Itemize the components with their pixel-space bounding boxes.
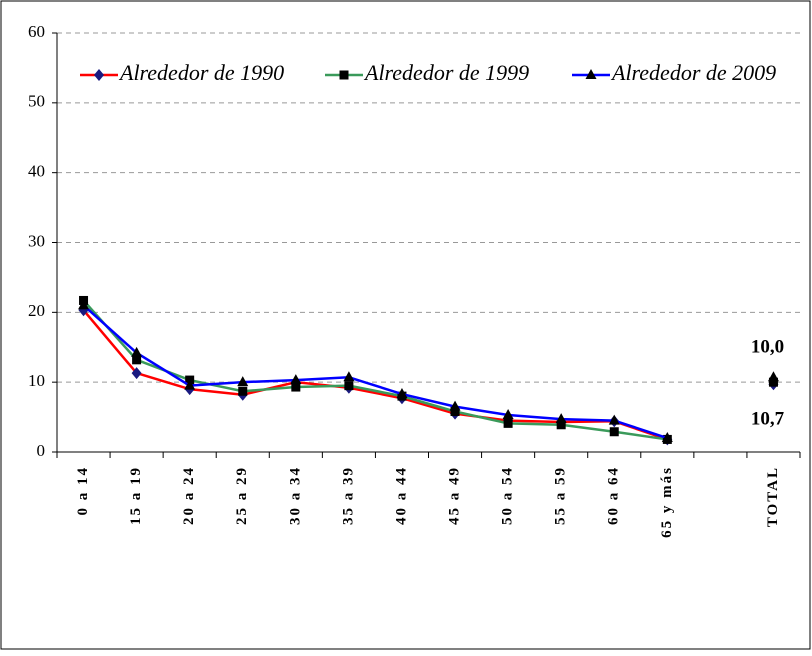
- marker: [339, 70, 349, 80]
- marker: [555, 413, 567, 424]
- marker: [450, 406, 460, 416]
- marker: [396, 388, 408, 399]
- x-tick-label: 50 a 54: [500, 466, 516, 525]
- y-tick-label: 0: [37, 441, 46, 460]
- x-tick-label: 60 a 64: [606, 466, 622, 525]
- series-line: [82, 309, 668, 441]
- marker: [768, 377, 778, 387]
- y-tick-label: 50: [28, 92, 45, 111]
- marker: [94, 69, 104, 81]
- marker: [661, 432, 673, 443]
- y-tick-label: 10: [28, 371, 45, 390]
- marker: [291, 382, 301, 392]
- x-tick-label: 15 a 19: [128, 466, 144, 525]
- y-tick-label: 60: [28, 22, 45, 41]
- marker: [767, 371, 779, 382]
- marker: [503, 418, 513, 428]
- y-tick-label: 30: [28, 231, 45, 250]
- marker: [131, 346, 143, 357]
- legend-label: Alrededor de 2009: [610, 60, 776, 85]
- marker: [238, 386, 248, 396]
- marker: [184, 379, 196, 390]
- x-tick-label: 55 a 59: [553, 466, 569, 525]
- marker: [585, 69, 597, 79]
- x-tick-label: 30 a 34: [287, 466, 303, 525]
- marker: [78, 299, 90, 310]
- marker: [132, 355, 142, 365]
- x-tick-label: 40 a 44: [393, 466, 409, 525]
- marker: [608, 414, 620, 425]
- x-tick-label: 45 a 49: [446, 466, 462, 525]
- marker: [290, 374, 302, 385]
- legend-label: Alrededor de 1999: [363, 60, 529, 85]
- x-tick-label: 0 a 14: [75, 466, 91, 516]
- marker: [609, 427, 619, 437]
- y-tick-label: 40: [28, 162, 45, 181]
- marker: [237, 376, 249, 387]
- annotation: 10,7: [751, 409, 785, 430]
- marker: [502, 408, 514, 419]
- marker: [344, 381, 354, 391]
- annotation: 10,0: [751, 337, 784, 358]
- series-line: [82, 304, 668, 440]
- x-tick-label: 25 a 29: [234, 466, 250, 525]
- x-tick-label: 65 y más: [659, 466, 675, 538]
- legend-label: Alrededor de 1990: [118, 60, 284, 85]
- marker: [556, 420, 566, 430]
- x-tick-label: 20 a 24: [181, 466, 197, 525]
- y-tick-label: 20: [28, 301, 45, 320]
- marker: [343, 371, 355, 382]
- marker: [449, 400, 461, 411]
- x-tick-label: 35 a 39: [340, 466, 356, 525]
- marker: [131, 367, 142, 380]
- x-tick-label: TOTAL: [765, 466, 781, 527]
- series-line: [82, 299, 668, 441]
